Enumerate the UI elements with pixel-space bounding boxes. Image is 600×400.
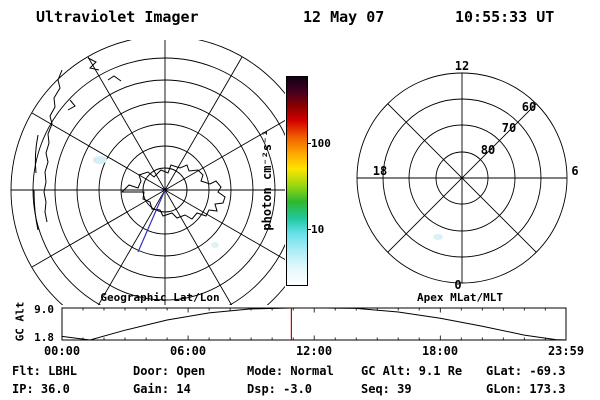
colorbar — [286, 76, 308, 286]
apex-plot-caption: Apex MLat/MLT — [416, 291, 504, 304]
status-gain: Gain: 14 — [133, 382, 191, 396]
status-door: Door: Open — [133, 364, 206, 378]
timeline-axes-box — [61, 307, 567, 341]
apex-mlt-spokes — [357, 73, 567, 283]
header-time: 10:55:33 UT — [455, 8, 555, 26]
coastline-contours — [33, 57, 226, 231]
timeline-ytick-max: 9.0 — [34, 303, 54, 316]
faint-emission-patch — [433, 234, 443, 240]
timeline-xtick-1200: 12:00 — [295, 344, 333, 358]
status-gc-alt: GC Alt: 9.1 Re — [361, 364, 463, 378]
mlat-label-80: 80 — [481, 143, 495, 157]
colorbar-tick-10: 10 — [311, 223, 325, 236]
colorbar-tick-100: 100 — [311, 137, 331, 150]
geographic-plot-caption: Geographic Lat/Lon — [100, 291, 220, 304]
status-flt: Flt: LBHL — [12, 364, 78, 378]
timeline-ytick-min: 1.8 — [34, 331, 54, 344]
status-glat: GLat: -69.3 — [486, 364, 566, 378]
timeline-xtick-2359: 23:59 — [547, 344, 585, 358]
geo-reference-meridian — [137, 189, 166, 253]
timeline-xtick-0000: 00:00 — [43, 344, 81, 358]
header-date: 12 May 07 — [303, 8, 385, 26]
timeline-xtick-0600: 06:00 — [169, 344, 207, 358]
mlt-label-12: 12 — [455, 59, 469, 73]
mlat-label-60: 60 — [522, 100, 536, 114]
timeline-y-axis-label: GC Alt — [13, 301, 27, 342]
gc-alt-curve — [61, 307, 567, 341]
mlt-label-18: 18 — [373, 164, 387, 178]
faint-emission-patches — [93, 156, 219, 248]
colorbar-unit-label: photon cm⁻²s⁻¹ — [260, 129, 274, 231]
status-ip: IP: 36.0 — [12, 382, 70, 396]
mlt-label-6: 6 — [571, 164, 578, 178]
colorbar-tickmark-100 — [307, 143, 311, 144]
geographic-polar-plot — [10, 40, 285, 305]
status-seq: Seq: 39 — [361, 382, 412, 396]
status-glon: GLon: 173.3 — [486, 382, 566, 396]
colorbar-tickmark-10 — [307, 229, 311, 230]
gc-alt-timeline-chart — [61, 307, 567, 341]
status-mode: Mode: Normal — [247, 364, 334, 378]
timeline-xtick-1800: 18:00 — [421, 344, 459, 358]
mlat-label-70: 70 — [502, 121, 516, 135]
mlt-label-0: 0 — [454, 278, 461, 292]
app-title: Ultraviolet Imager — [36, 8, 199, 26]
status-dsp: Dsp: -3.0 — [247, 382, 313, 396]
apex-polar-plot: 12 18 6 0 60 70 80 — [356, 59, 579, 292]
